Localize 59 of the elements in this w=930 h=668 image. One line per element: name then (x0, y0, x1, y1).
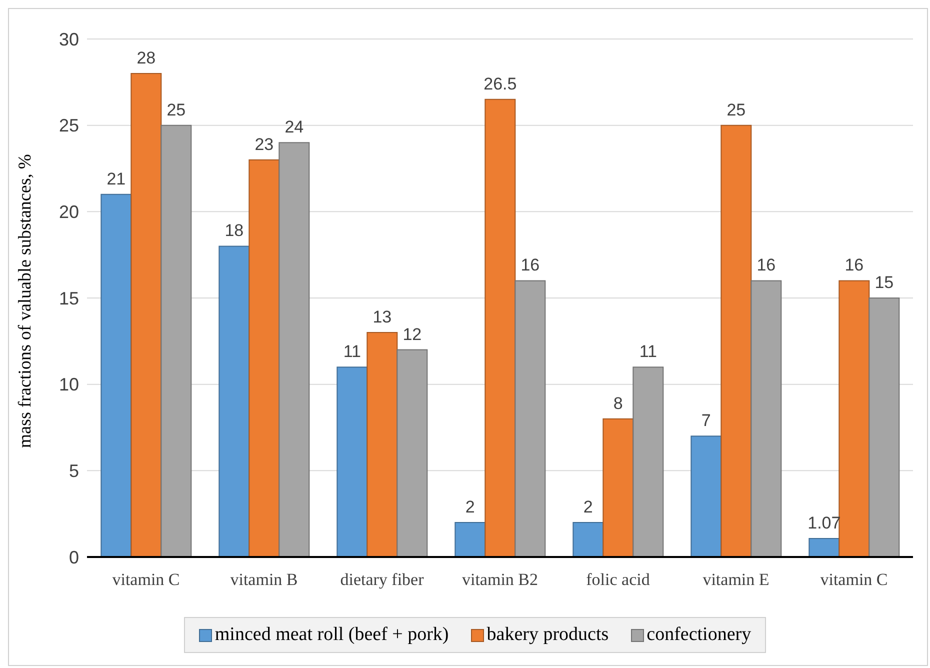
data-label: 11 (639, 342, 657, 362)
bar (572, 522, 604, 557)
x-tick-label: vitamin E (702, 570, 770, 590)
legend-label: confectionery (646, 624, 752, 646)
bar (750, 280, 782, 557)
bar (396, 349, 428, 557)
x-tick-label: vitamin C (820, 570, 888, 590)
data-label: 21 (106, 169, 126, 188)
y-tick-label: 30 (58, 29, 79, 50)
x-tick-label: vitamin C (112, 570, 180, 590)
data-label: 16 (844, 256, 864, 275)
bar (454, 522, 486, 557)
data-label: 25 (726, 100, 746, 120)
data-label: 28 (136, 48, 156, 68)
data-label: 2 (465, 497, 475, 516)
bar (602, 418, 634, 557)
bar (868, 298, 900, 557)
legend-label: bakery products (486, 624, 609, 646)
data-label: 16 (756, 256, 776, 275)
data-label: 18 (224, 221, 244, 240)
y-tick-label: 15 (58, 288, 79, 308)
bar (100, 194, 132, 557)
legend-label: minced meat roll (beef + pork) (214, 624, 449, 646)
data-label: 15 (874, 273, 894, 292)
bar (514, 280, 546, 557)
y-tick-label: 25 (58, 116, 79, 136)
data-label: 13 (372, 308, 392, 327)
y-tick-label: 10 (58, 374, 79, 395)
bar (278, 142, 310, 557)
bar (248, 159, 280, 557)
data-label: 23 (254, 134, 274, 154)
bar (218, 246, 250, 557)
y-axis-title: mass fractions of valuable substances, % (14, 154, 34, 448)
data-label: 11 (343, 342, 361, 362)
data-label: 12 (402, 324, 422, 344)
bar (366, 332, 398, 557)
y-tick-label: 20 (58, 202, 79, 222)
x-tick-label: vitamin B2 (462, 570, 538, 590)
bar (484, 98, 516, 557)
bar (336, 366, 368, 557)
bar (160, 124, 192, 557)
y-tick-label: 5 (68, 461, 79, 482)
bar (130, 73, 162, 557)
data-label: 24 (284, 118, 304, 137)
bar (808, 538, 840, 557)
data-label: 26.5 (484, 74, 517, 94)
x-tick-label: vitamin B (230, 570, 298, 590)
x-tick-label: folic acid (586, 570, 650, 590)
bar (632, 366, 664, 557)
y-tick-label: 0 (68, 547, 79, 568)
data-label: 25 (166, 100, 186, 120)
bar (720, 124, 752, 557)
data-label: 16 (520, 256, 540, 275)
data-label: 8 (613, 394, 623, 413)
x-tick-label: dietary fiber (340, 570, 424, 590)
bar (838, 280, 870, 557)
data-label: 7 (701, 411, 711, 430)
bar (690, 436, 722, 557)
data-label: 2 (583, 497, 593, 516)
